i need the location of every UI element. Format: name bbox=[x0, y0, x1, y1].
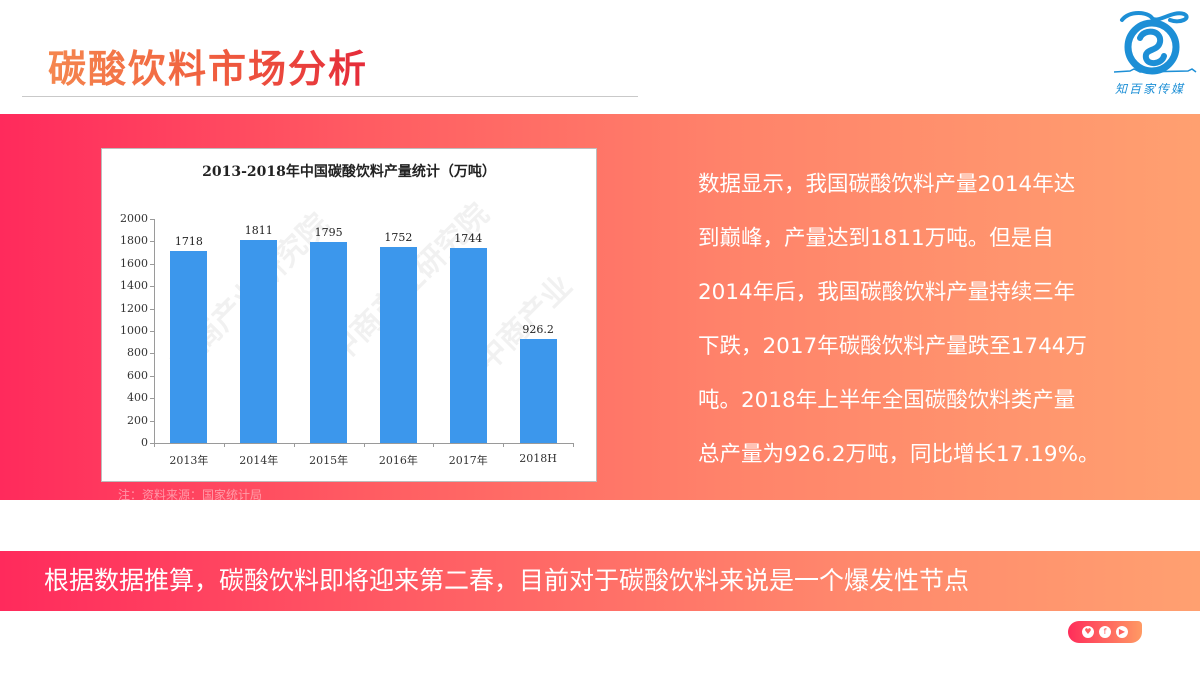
heart-icon[interactable]: ♥ bbox=[1082, 626, 1094, 638]
y-tick-label: 1600 bbox=[120, 256, 148, 270]
x-tick-label: 2016年 bbox=[378, 454, 418, 467]
bar-value-label: 1718 bbox=[174, 234, 203, 248]
title-divider bbox=[22, 96, 638, 97]
bar-value-label: 1744 bbox=[454, 231, 483, 245]
description-line: 总产量为926.2万吨，同比增长17.19%。 bbox=[698, 442, 1100, 467]
y-tick-label: 1800 bbox=[120, 234, 148, 248]
source-note: 注：资料来源：国家统计局 bbox=[118, 488, 263, 502]
y-tick-mark bbox=[150, 353, 154, 355]
conclusion-band: 根据数据推算，碳酸饮料即将迎来第二春，目前对于碳酸饮料来说是一个爆发性节点 bbox=[0, 551, 1200, 611]
x-tick-label: 2013年 bbox=[169, 454, 209, 467]
x-tick-mark bbox=[363, 443, 365, 447]
y-tick-mark bbox=[150, 375, 154, 377]
x-tick-mark bbox=[154, 443, 155, 447]
bar bbox=[449, 247, 487, 443]
y-tick-mark bbox=[150, 286, 154, 288]
y-tick-label: 2000 bbox=[120, 212, 148, 225]
x-tick-mark bbox=[433, 443, 435, 447]
bar bbox=[519, 339, 557, 443]
x-tick-label: 2015年 bbox=[309, 454, 349, 467]
bar bbox=[379, 246, 417, 443]
play-icon[interactable]: ▶ bbox=[1116, 626, 1128, 638]
social-links: ♥ f ▶ bbox=[1068, 621, 1142, 643]
bar bbox=[240, 240, 278, 443]
description-line: 2014年后，我国碳酸饮料产量持续三年 bbox=[698, 280, 1076, 305]
facebook-icon[interactable]: f bbox=[1099, 626, 1111, 638]
page-title: 碳酸饮料市场分析 bbox=[48, 38, 368, 93]
bar-value-label: 1752 bbox=[384, 230, 413, 244]
y-tick-label: 600 bbox=[127, 368, 148, 382]
y-tick-label: 1400 bbox=[120, 279, 148, 293]
company-logo-icon bbox=[1113, 11, 1197, 75]
y-axis bbox=[154, 219, 155, 444]
y-tick-mark bbox=[150, 398, 154, 400]
y-tick-mark bbox=[150, 263, 154, 265]
chart-title: 2013-2018年中国碳酸饮料产量统计（万吨） bbox=[202, 164, 496, 180]
y-tick-label: 200 bbox=[127, 413, 148, 427]
y-tick-mark bbox=[150, 331, 154, 332]
y-tick-label: 1200 bbox=[120, 301, 148, 315]
x-tick-label: 2014年 bbox=[239, 454, 279, 467]
description-line: 下跌，2017年碳酸饮料产量跌至1744万 bbox=[698, 334, 1087, 359]
y-tick-label: 400 bbox=[127, 391, 148, 405]
y-tick-mark bbox=[150, 443, 154, 444]
bar-value-label: 1795 bbox=[314, 225, 343, 239]
y-tick-label: 0 bbox=[141, 436, 148, 449]
bar-value-label: 1811 bbox=[244, 224, 273, 238]
x-tick-label: 2017年 bbox=[448, 454, 488, 467]
x-tick-mark bbox=[503, 443, 505, 447]
x-tick-mark bbox=[573, 443, 574, 447]
bar bbox=[170, 250, 208, 443]
description-text: 数据显示，我国碳酸饮料产量2014年达 到巅峰，产量达到1811万吨。但是自 2… bbox=[698, 158, 1148, 482]
bar bbox=[310, 241, 348, 443]
description-line: 数据显示，我国碳酸饮料产量2014年达 bbox=[698, 172, 1076, 197]
y-tick-mark bbox=[150, 241, 154, 243]
x-tick-mark bbox=[223, 443, 225, 447]
y-tick-mark bbox=[150, 219, 154, 220]
y-tick-mark bbox=[150, 420, 154, 422]
conclusion-text: 根据数据推算，碳酸饮料即将迎来第二春，目前对于碳酸饮料来说是一个爆发性节点 bbox=[44, 566, 970, 595]
x-tick-mark bbox=[293, 443, 295, 447]
description-line: 吨。2018年上半年全国碳酸饮料类产量 bbox=[698, 388, 1076, 413]
y-tick-label: 1000 bbox=[120, 324, 148, 337]
description-line: 到巅峰，产量达到1811万吨。但是自 bbox=[698, 226, 1054, 251]
y-tick-mark bbox=[150, 308, 154, 310]
logo-brand-text: 知百家传媒 bbox=[1114, 82, 1185, 96]
y-tick-label: 800 bbox=[127, 346, 148, 360]
bar-chart: 2013-2018年中国碳酸饮料产量统计（万吨） 中商产业研究院 中商产业研究院… bbox=[101, 148, 597, 482]
x-tick-label: 2018H bbox=[519, 452, 557, 465]
bar-value-label: 926.2 bbox=[522, 323, 554, 337]
